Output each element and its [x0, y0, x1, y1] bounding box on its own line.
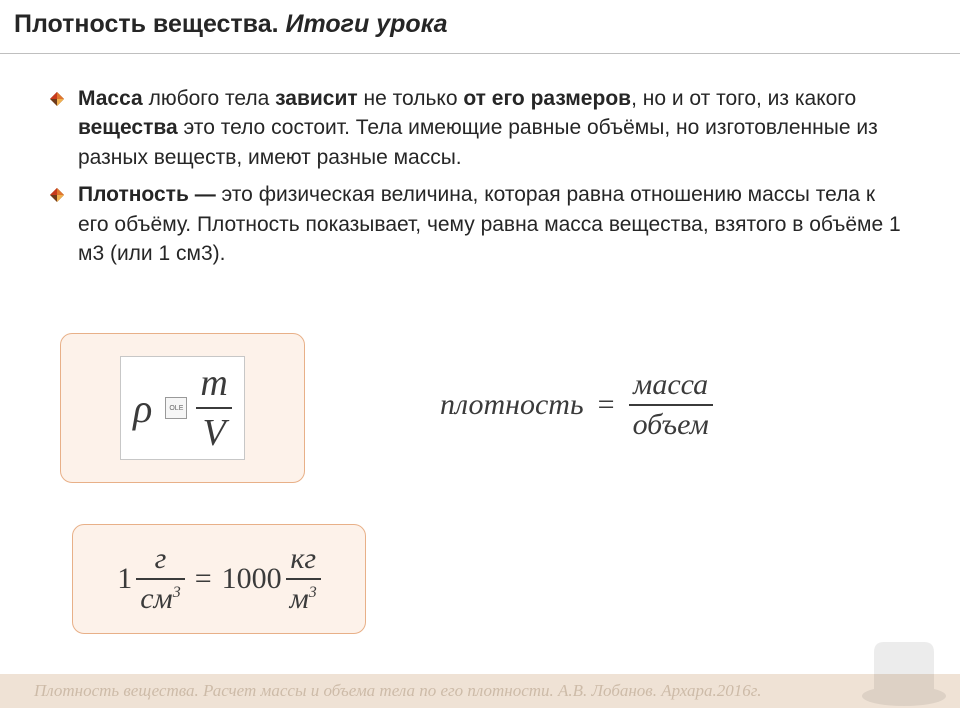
fraction-word: масса объем — [629, 368, 713, 442]
text-bold: зависит — [275, 87, 358, 110]
formula-word: плотность = масса объем — [440, 368, 713, 442]
word-lhs: плотность — [440, 388, 584, 422]
title-part1: Плотность вещества. — [14, 10, 279, 38]
equals-sign: = — [598, 388, 615, 422]
slide-title: Плотность вещества. Итоги урока — [0, 0, 960, 54]
bullet-item: Масса любого тела зависит не только от е… — [50, 84, 910, 172]
text-run: , но и от того, из какого — [631, 87, 856, 110]
text-run: любого тела — [143, 87, 275, 110]
denominator-v: V — [198, 409, 229, 455]
text-run: не только — [358, 87, 464, 110]
bullet-list: Масса любого тела зависит не только от е… — [50, 84, 910, 268]
formula-box-density-symbolic: ρ OLE m V — [60, 333, 305, 483]
footer-text: Плотность вещества. Расчет массы и объем… — [34, 681, 761, 701]
footer-band: Плотность вещества. Расчет массы и объем… — [0, 674, 960, 708]
bullet-diamond-icon — [50, 92, 64, 106]
unit-kg: кг — [286, 542, 320, 578]
numerator-m: m — [196, 361, 231, 407]
unit-cm3: см3 — [136, 580, 184, 616]
equals-sign: = — [195, 562, 212, 596]
unit-g: г — [151, 542, 171, 578]
text-bold: от его размеров — [463, 87, 631, 110]
fraction-g-cm3: г см3 — [136, 542, 184, 616]
fraction-m-over-v: m V — [196, 361, 231, 455]
watermark-icon — [824, 614, 954, 714]
formula-inner-frame: ρ OLE m V — [120, 356, 245, 460]
word-numerator: масса — [629, 368, 712, 404]
symbol-rho: ρ — [133, 385, 152, 432]
formula-symbolic: ρ OLE m V — [133, 361, 232, 455]
word-denominator: объем — [629, 406, 713, 442]
ole-icon: OLE — [165, 397, 187, 419]
content-area: Масса любого тела зависит не только от е… — [0, 54, 960, 286]
text-bold: вещества — [78, 116, 178, 139]
units-coef-left: 1 — [117, 562, 132, 596]
text-bold: Масса — [78, 87, 143, 110]
unit-m3: м3 — [286, 580, 321, 616]
formula-units: 1 г см3 = 1000 кг м3 — [117, 542, 321, 616]
formula-box-units: 1 г см3 = 1000 кг м3 — [72, 524, 366, 634]
bullet-item: Плотность — это физическая величина, кот… — [50, 180, 910, 268]
bullet-diamond-icon — [50, 188, 64, 202]
title-part2: Итоги урока — [286, 10, 448, 38]
text-run: это тело состоит. Тела имеющие равные об… — [78, 116, 878, 168]
fraction-kg-m3: кг м3 — [286, 542, 321, 616]
text-bold: Плотность — — [78, 183, 216, 206]
units-coef-right: 1000 — [222, 562, 282, 596]
